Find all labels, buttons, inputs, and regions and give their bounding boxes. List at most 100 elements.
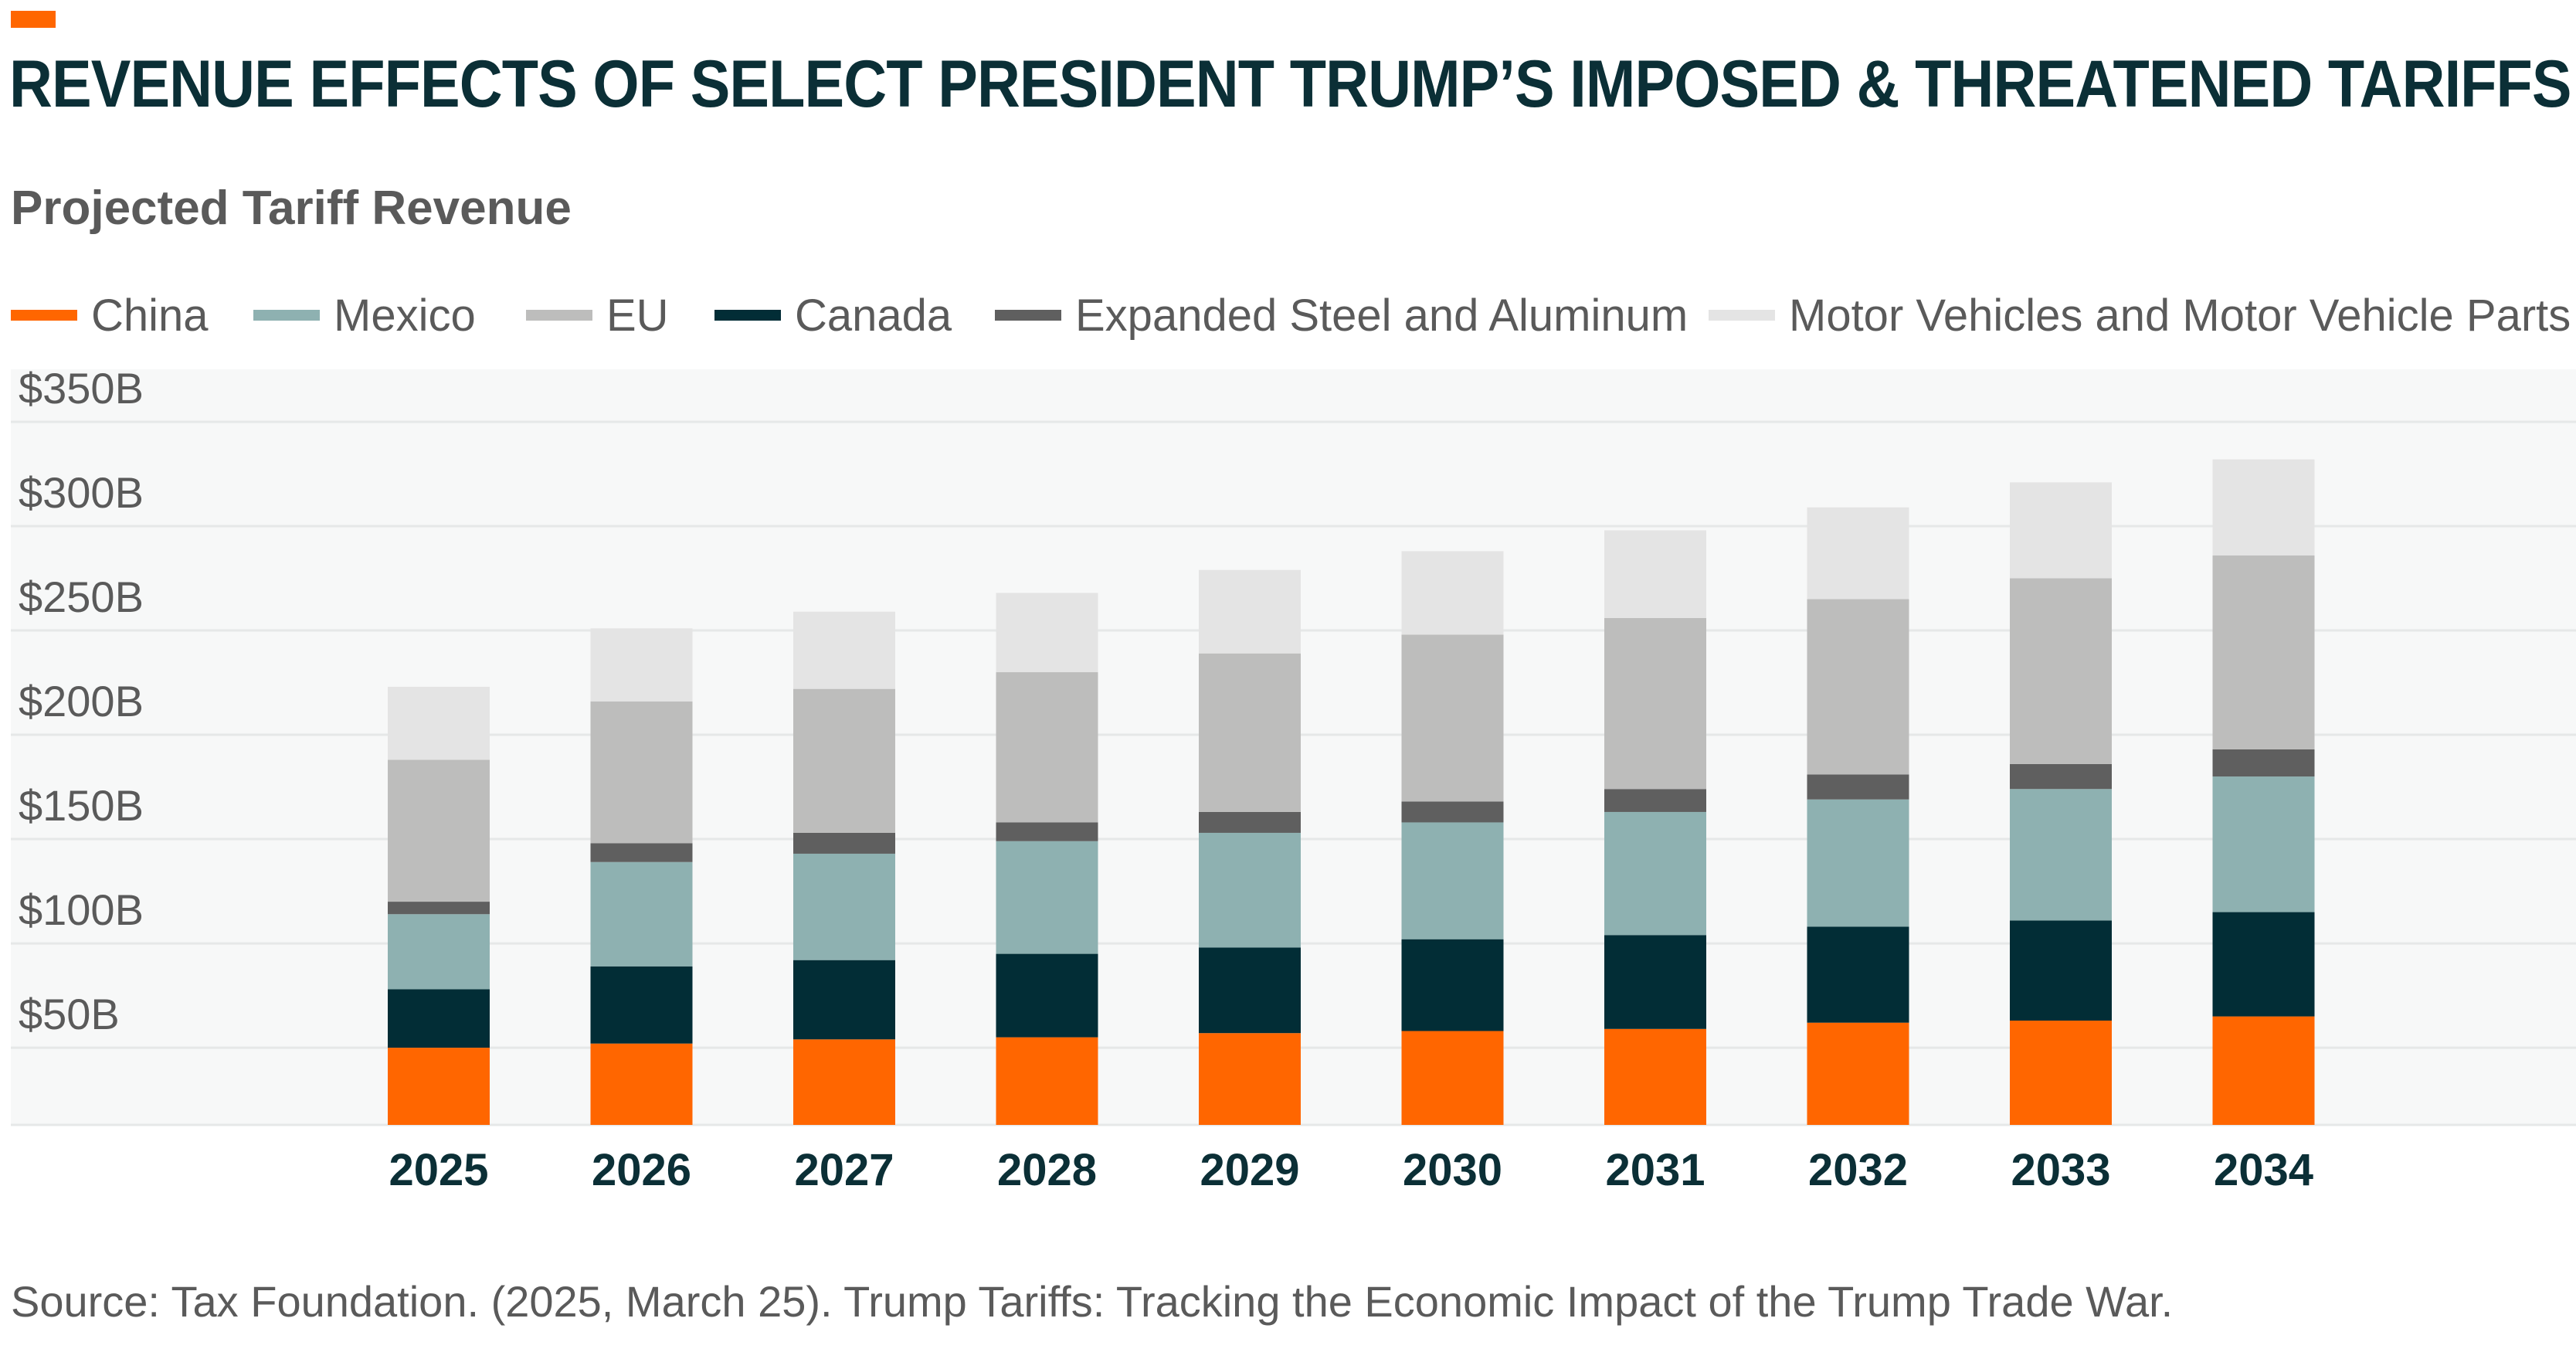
legend: China Mexico EU Canada Expanded Steel an… [11,284,2571,346]
bar-segment-china-2029 [1199,1033,1301,1125]
bar-segment-eu-2028 [996,672,1098,823]
y-tick-label: $250B [19,572,144,621]
bar-segment-eu-2034 [2212,555,2315,749]
bar-segment-canada-2033 [2010,920,2112,1021]
x-tick-label-2030: 2030 [1403,1145,1502,1195]
bar-segment-motor-vehicles-and-motor-vehicle-parts-2026 [590,628,693,702]
legend-swatch-canada [714,310,781,321]
source-note: Source: Tax Foundation. (2025, March 25)… [11,1277,2174,1326]
y-tick-label: $350B [19,364,144,413]
bar-segment-mexico-2031 [1604,811,1706,936]
legend-label-china: China [91,290,209,341]
bar-segment-mexico-2028 [996,841,1098,954]
bar-segment-mexico-2034 [2212,776,2315,912]
legend-item-china: China [11,284,209,346]
bar-segment-canada-2027 [793,960,895,1040]
bar-segment-mexico-2027 [793,853,895,960]
bar-segment-mexico-2029 [1199,832,1301,948]
legend-label-mexico: Mexico [334,290,476,341]
bar-segment-canada-2028 [996,953,1098,1038]
bar-segment-eu-2033 [2010,578,2112,764]
bar-segment-mexico-2025 [388,914,490,990]
stacked-bar-chart: $50B$100B$150B$200B$250B$300B$350B 2025 2… [11,364,2576,1195]
bar-segment-canada-2031 [1604,935,1706,1029]
legend-label-eu: EU [606,290,669,341]
bar-segment-canada-2025 [388,989,490,1048]
bar-segment-china-2032 [1807,1022,1909,1125]
bar-segment-expanded-steel-and-aluminum-2034 [2212,749,2315,777]
x-tick-label-2028: 2028 [997,1145,1097,1195]
bar-segment-expanded-steel-and-aluminum-2033 [2010,763,2112,790]
legend-label-motor-vehicles: Motor Vehicles and Motor Vehicle Parts [1789,290,2571,341]
y-tick-label: $50B [19,990,120,1038]
bar-segment-mexico-2032 [1807,799,1909,927]
bar-segment-china-2034 [2212,1016,2315,1125]
bar-segment-expanded-steel-and-aluminum-2026 [590,843,693,862]
x-tick-label-2031: 2031 [1605,1145,1705,1195]
bar-segment-motor-vehicles-and-motor-vehicle-parts-2028 [996,593,1098,673]
legend-item-motor-vehicles: Motor Vehicles and Motor Vehicle Parts [1709,284,2571,346]
bar-segment-motor-vehicles-and-motor-vehicle-parts-2032 [1807,507,1909,600]
y-tick-label: $150B [19,781,144,830]
legend-label-canada: Canada [795,290,952,341]
bar-segment-mexico-2033 [2010,789,2112,921]
chart-subtitle: Projected Tariff Revenue [11,182,572,235]
bar-segment-mexico-2030 [1401,822,1504,939]
x-tick-label-2027: 2027 [794,1145,894,1195]
bar-segment-china-2030 [1401,1031,1504,1125]
bar-segment-eu-2025 [388,759,490,902]
bar-segment-eu-2029 [1199,653,1301,812]
x-tick-label-2025: 2025 [389,1145,488,1195]
bar-segment-eu-2032 [1807,599,1909,775]
x-tick-label-2026: 2026 [592,1145,691,1195]
bar-segment-canada-2029 [1199,947,1301,1034]
bar-segment-motor-vehicles-and-motor-vehicle-parts-2034 [2212,459,2315,555]
x-tick-label-2033: 2033 [2011,1145,2110,1195]
bar-segment-motor-vehicles-and-motor-vehicle-parts-2029 [1199,569,1301,654]
legend-swatch-mexico [253,310,320,321]
bar-segment-china-2031 [1604,1028,1706,1125]
bar-segment-canada-2032 [1807,926,1909,1023]
bar-segment-canada-2034 [2212,912,2315,1017]
y-tick-label: $100B [19,885,144,934]
chart-title: REVENUE EFFECTS OF SELECT PRESIDENT TRUM… [9,47,2572,121]
bar-segment-motor-vehicles-and-motor-vehicle-parts-2031 [1604,530,1706,618]
bar-segment-expanded-steel-and-aluminum-2029 [1199,811,1301,833]
bar-segment-china-2025 [388,1048,490,1125]
bar-segment-canada-2026 [590,966,693,1044]
bar-segment-expanded-steel-and-aluminum-2030 [1401,801,1504,823]
bar-segment-motor-vehicles-and-motor-vehicle-parts-2025 [388,686,490,760]
bar-segment-eu-2027 [793,688,895,833]
bar-segment-eu-2031 [1604,617,1706,790]
legend-item-steel-aluminum: Expanded Steel and Aluminum [995,284,1688,346]
legend-swatch-steel-aluminum [995,310,1061,321]
x-axis-tick-labels: 2025 2026 2027 2028 2029 2030 2031 2032 2033 2034 [389,1145,2313,1195]
legend-item-eu: EU [526,284,669,346]
bar-segment-motor-vehicles-and-motor-vehicle-parts-2030 [1401,551,1504,635]
bar-segment-motor-vehicles-and-motor-vehicle-parts-2033 [2010,482,2112,579]
bar-segment-expanded-steel-and-aluminum-2032 [1807,774,1909,800]
bar-segment-china-2026 [590,1043,693,1125]
y-tick-label: $300B [19,468,144,517]
bar-segment-expanded-steel-and-aluminum-2031 [1604,789,1706,812]
bar-segment-motor-vehicles-and-motor-vehicle-parts-2027 [793,611,895,689]
legend-swatch-eu [526,310,592,321]
bar-segment-china-2027 [793,1039,895,1125]
x-tick-label-2032: 2032 [1808,1145,1908,1195]
y-tick-label: $200B [19,677,144,725]
bar-segment-expanded-steel-and-aluminum-2025 [388,902,490,915]
bar-segment-canada-2030 [1401,939,1504,1031]
legend-swatch-china [11,310,77,321]
legend-item-canada: Canada [714,284,952,346]
bar-segment-mexico-2026 [590,861,693,967]
legend-item-mexico: Mexico [253,284,476,346]
accent-bar [11,11,56,28]
x-tick-label-2034: 2034 [2214,1145,2313,1195]
x-tick-label-2029: 2029 [1200,1145,1299,1195]
bars [388,459,2315,1125]
legend-label-steel-aluminum: Expanded Steel and Aluminum [1075,290,1688,341]
legend-swatch-motor-vehicles [1709,310,1775,321]
y-axis-tick-labels: $50B $100B $150B $200B $250B $300B $350B [19,364,144,1038]
bar-segment-eu-2030 [1401,634,1504,802]
bar-segment-eu-2026 [590,701,693,844]
